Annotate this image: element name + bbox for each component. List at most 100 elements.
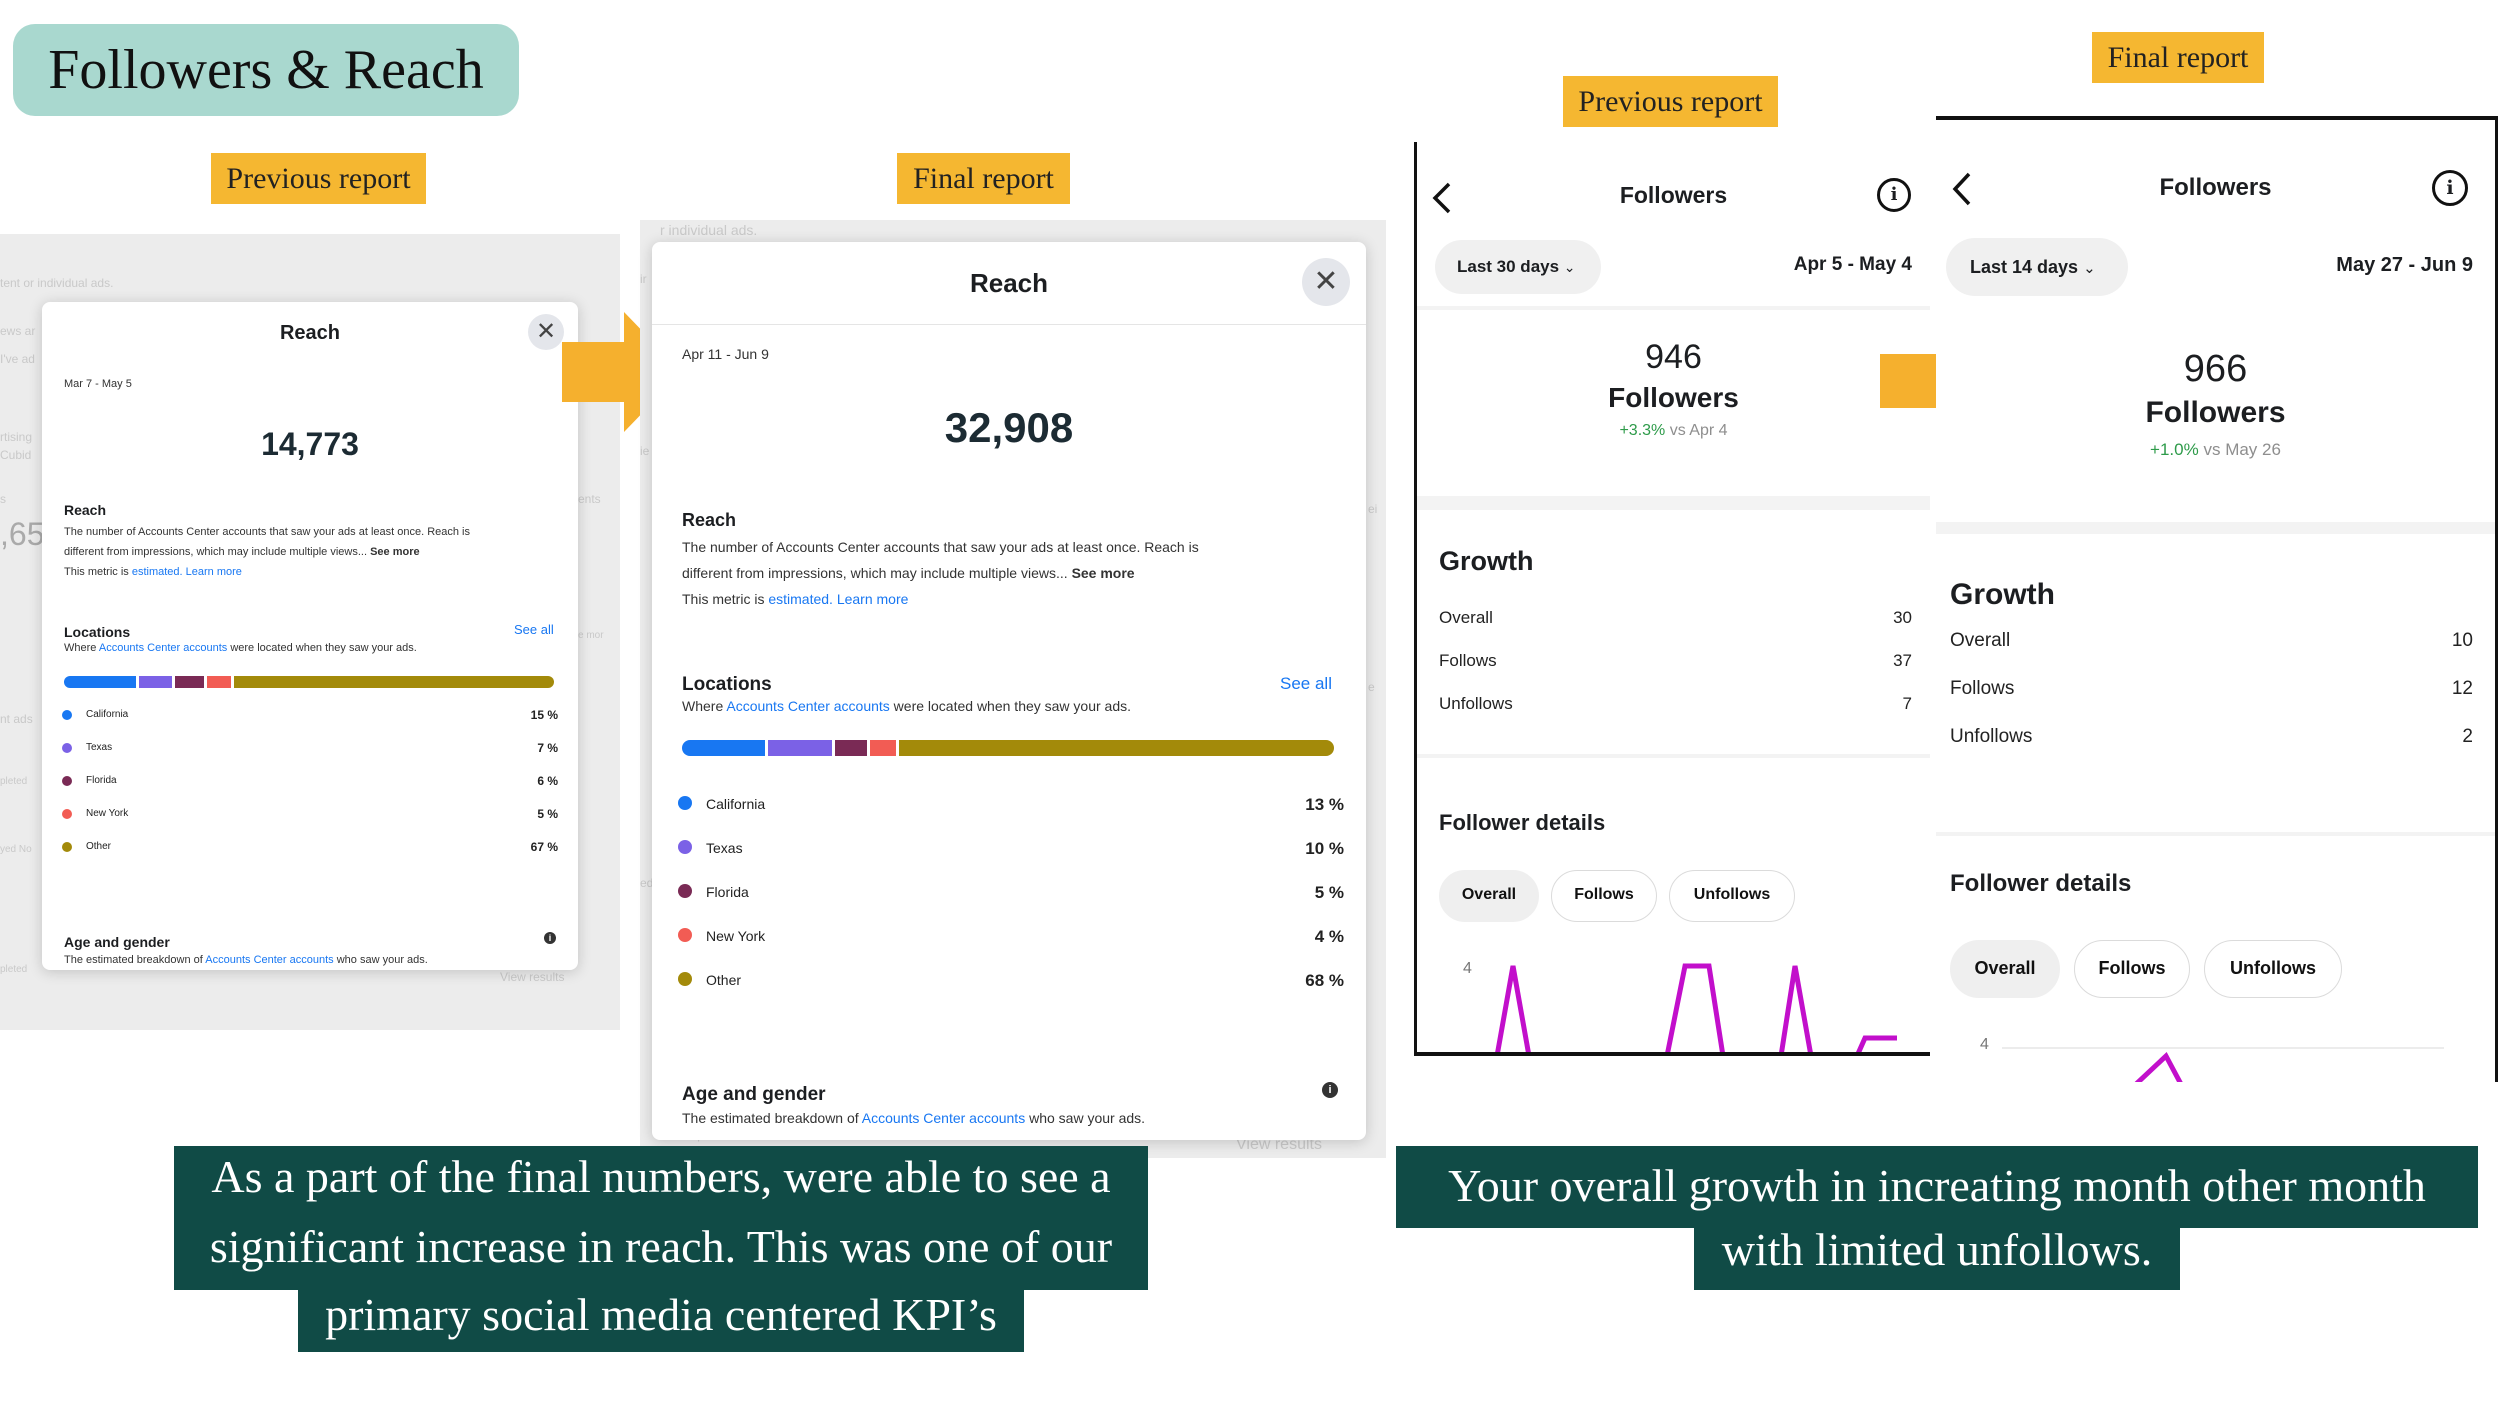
close-icon[interactable]: ✕ — [528, 314, 564, 350]
age-gender-heading: Age and gender — [64, 934, 170, 950]
bg-text: r individual ads. — [660, 222, 758, 238]
estimated-link[interactable]: estimated. — [131, 566, 183, 578]
info-icon[interactable]: i — [544, 932, 556, 944]
bar-segment — [206, 676, 231, 688]
bg-text: ,65 — [0, 516, 45, 552]
growth-value: 10 — [2451, 630, 2473, 651]
see-all-link[interactable]: See all — [1280, 674, 1332, 693]
tab-overall[interactable]: Overall — [1439, 870, 1539, 922]
bg-text: e — [1368, 680, 1375, 694]
location-name: New York — [706, 928, 766, 944]
accounts-center-link[interactable]: Accounts Center accounts — [98, 642, 228, 654]
date-range: Apr 11 - Jun 9 — [682, 346, 769, 362]
bg-text: ents — [578, 492, 601, 506]
tab-unfollows[interactable]: Unfollows — [1669, 870, 1795, 922]
info-icon[interactable]: i — [1877, 178, 1911, 212]
growth-value: 7 — [1902, 694, 1912, 713]
range-dropdown[interactable]: Last 30 days ⌄ — [1435, 240, 1601, 294]
estimated-link[interactable]: estimated. — [768, 591, 833, 607]
chart-line — [1495, 965, 1531, 1052]
bar-segment — [175, 676, 204, 688]
location-percent: 10 % — [1305, 839, 1344, 858]
legend-dot — [678, 840, 692, 854]
locations-description: Where Accounts Center accounts were loca… — [64, 642, 417, 654]
growth-value: 30 — [1893, 608, 1912, 627]
bg-text: yed No — [0, 844, 32, 855]
locations-bar — [64, 676, 554, 688]
location-percent: 6 % — [537, 774, 558, 788]
caption-left-line-3: primary social media centered KPI’s — [298, 1290, 1024, 1352]
screen-title: Followers — [2159, 174, 2272, 201]
tab-unfollows[interactable]: Unfollows — [2204, 940, 2342, 998]
tab-follows[interactable]: Follows — [1551, 870, 1657, 922]
location-percent: 68 % — [1305, 971, 1344, 990]
reach-description: The number of Accounts Center accounts t… — [64, 522, 564, 582]
locations-description: Where Accounts Center accounts were loca… — [682, 698, 1132, 714]
age-gender-heading: Age and gender — [682, 1084, 826, 1105]
tab-overall[interactable]: Overall — [1950, 940, 2060, 998]
reach-final-screen: r individual ads. ir ie ei e ed View res… — [640, 220, 1386, 1158]
see-all-link[interactable]: See all — [514, 622, 554, 637]
bg-text: nt ads — [0, 712, 33, 726]
reach-value: 32,908 — [944, 404, 1074, 451]
accounts-center-link[interactable]: Accounts Center accounts — [861, 1110, 1026, 1126]
followers-final-screen: Followers i Last 14 days ⌄ May 27 - Jun … — [1936, 116, 2498, 1082]
location-name: Other — [706, 972, 742, 988]
bar-segment — [898, 740, 1334, 756]
legend-dot — [678, 884, 692, 898]
tab-follows[interactable]: Follows — [2074, 940, 2190, 998]
chevron-left-icon[interactable] — [1950, 170, 1974, 208]
age-gender-description: The estimated breakdown of Accounts Cent… — [682, 1110, 1146, 1126]
see-more-link[interactable]: See more — [370, 546, 420, 558]
location-percent: 15 % — [530, 708, 558, 722]
change-vs: vs May 26 — [2203, 440, 2281, 459]
info-icon[interactable]: i — [2432, 170, 2468, 206]
bg-text: Cubid — [0, 448, 32, 462]
change-percent: +3.3% — [1619, 422, 1666, 439]
bg-text: ir — [640, 272, 647, 286]
bg-text: s — [0, 492, 6, 506]
info-icon[interactable]: i — [1322, 1082, 1338, 1098]
legend-dot — [678, 796, 692, 810]
growth-label: Follows — [1439, 651, 1497, 670]
location-percent: 67 % — [530, 840, 558, 854]
desc-line: This metric is — [682, 591, 765, 607]
chart-line — [2134, 1051, 2183, 1082]
bg-text: View results — [1236, 1136, 1322, 1153]
chart-line — [1779, 965, 1813, 1052]
chevron-down-icon: ⌄ — [1563, 259, 1576, 275]
location-percent: 5 % — [1314, 883, 1344, 902]
follower-count: 946 — [1645, 338, 1702, 376]
reach-previous-card: Reach ✕ Mar 7 - May 5 14,773 Reach The n… — [42, 302, 578, 970]
legend-dot — [62, 743, 72, 753]
accounts-center-link[interactable]: Accounts Center accounts — [205, 954, 334, 966]
growth-label: Unfollows — [1950, 726, 2033, 747]
tag-followers-final: Final report — [2092, 32, 2264, 83]
see-more-link[interactable]: See more — [1071, 565, 1135, 581]
growth-label: Follows — [1950, 678, 2015, 699]
learn-more-link[interactable]: Learn more — [836, 591, 909, 607]
card-title: Reach — [279, 322, 341, 344]
follower-count-label: Followers — [2145, 396, 2286, 429]
location-name: Florida — [86, 775, 117, 786]
legend-dot — [62, 776, 72, 786]
follower-count-label: Followers — [1608, 382, 1739, 413]
location-name: Texas — [706, 840, 743, 856]
locations-bar — [682, 740, 1334, 756]
desc-line: This metric is — [64, 566, 129, 578]
chevron-left-icon[interactable] — [1431, 180, 1453, 216]
growth-value: 12 — [2451, 678, 2473, 699]
change-percent: +1.0% — [2150, 440, 2199, 459]
accounts-center-link[interactable]: Accounts Center accounts — [726, 698, 890, 714]
range-dropdown[interactable]: Last 14 days ⌄ — [1946, 238, 2128, 296]
location-name: California — [86, 709, 129, 720]
follower-change: +3.3% vs Apr 4 — [1417, 422, 1930, 440]
learn-more-link[interactable]: Learn more — [185, 566, 242, 578]
reach-heading: Reach — [682, 510, 737, 530]
growth-heading: Growth — [1950, 578, 2055, 611]
locations-heading: Locations — [682, 674, 772, 695]
close-icon[interactable]: ✕ — [1302, 258, 1350, 306]
bg-text: I've ad — [0, 352, 35, 366]
location-percent: 5 % — [537, 807, 558, 821]
growth-value: 2 — [2462, 726, 2473, 747]
